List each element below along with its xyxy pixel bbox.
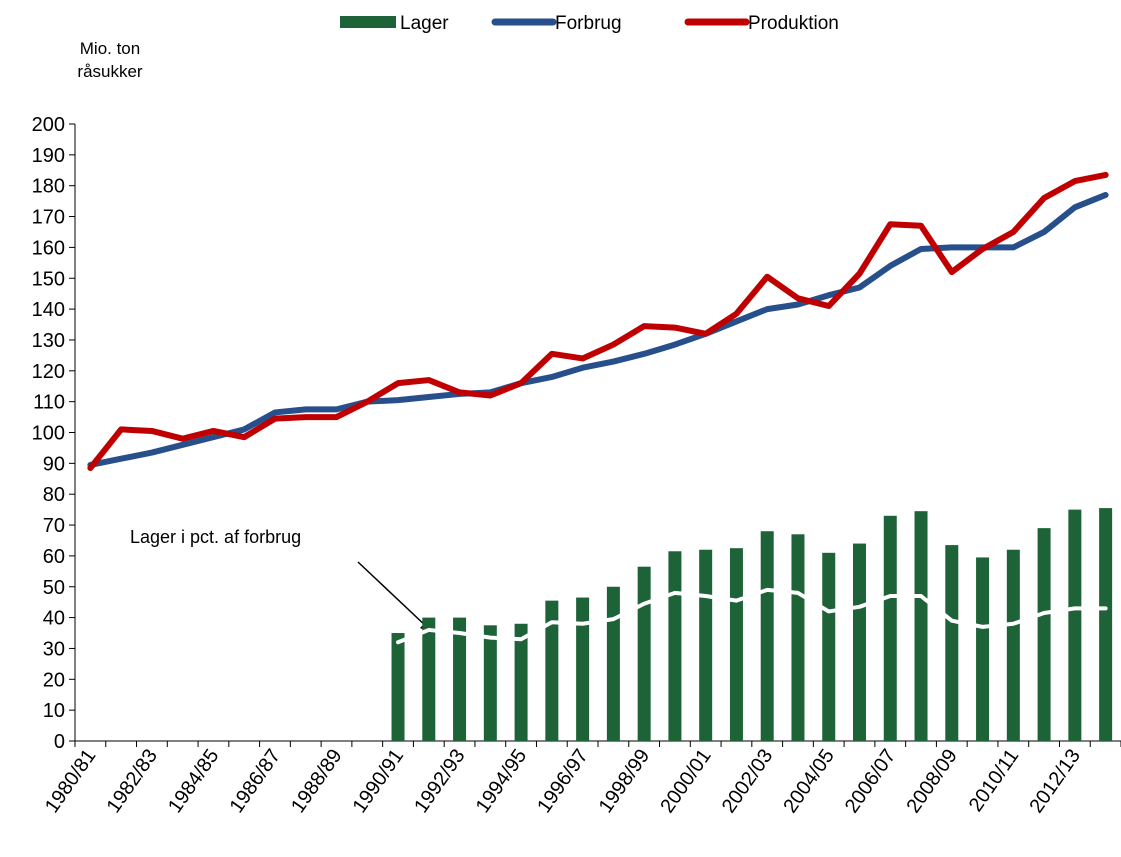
bar (576, 597, 590, 741)
y-tick-label: 40 (43, 608, 65, 630)
bar (729, 548, 743, 741)
x-tick-label: 2004/05 (779, 745, 838, 817)
y-tick-label: 190 (32, 145, 65, 167)
bar (1037, 528, 1051, 741)
legend-label: Produktion (748, 13, 839, 34)
bar (914, 511, 928, 741)
bar (391, 633, 405, 741)
y-axis-label: råsukker (77, 62, 143, 81)
y-tick-label: 10 (43, 700, 65, 722)
x-tick-label: 1998/99 (595, 745, 654, 817)
x-tick-label: 1990/91 (349, 745, 408, 817)
legend-label: Forbrug (555, 13, 622, 34)
bar (791, 534, 805, 741)
x-tick-label: 2006/07 (841, 745, 900, 817)
x-tick-label: 2008/09 (902, 745, 961, 817)
annotation-arrow (357, 561, 429, 629)
bar (822, 552, 836, 741)
y-tick-label: 120 (32, 361, 65, 383)
bar (853, 543, 866, 741)
y-tick-label: 30 (43, 638, 65, 660)
bar (1006, 549, 1020, 741)
line (87, 191, 1109, 468)
x-tick-label: 1986/87 (226, 745, 285, 817)
x-tick-label: 1980/81 (41, 745, 100, 817)
y-tick-label: 110 (33, 392, 65, 414)
bar (699, 549, 713, 741)
annotation: Lager i pct. af forbrug (130, 527, 301, 547)
y-tick-label: 180 (32, 176, 65, 198)
y-tick-label: 130 (32, 330, 65, 352)
bar (1099, 508, 1113, 741)
x-tick-label: 1994/95 (472, 745, 531, 817)
y-tick-label: 80 (43, 484, 65, 506)
x-tick-label: 1982/83 (103, 745, 162, 817)
bar (1068, 509, 1082, 741)
bar (453, 617, 467, 741)
bar (760, 531, 774, 741)
line (87, 171, 1109, 471)
x-tick-label: 1992/93 (410, 745, 469, 817)
y-tick-label: 200 (32, 114, 65, 136)
bar (883, 515, 897, 741)
line (396, 587, 1108, 645)
y-tick-label: 20 (43, 669, 65, 691)
x-tick-label: 1988/89 (287, 745, 346, 817)
y-tick-label: 150 (32, 268, 65, 290)
y-tick-label: 160 (32, 237, 65, 259)
bar (637, 566, 651, 741)
legend-swatch (340, 16, 396, 28)
x-tick-label: 2010/11 (965, 745, 1024, 816)
y-tick-label: 0 (54, 731, 65, 753)
y-tick-label: 170 (32, 207, 65, 229)
bar (545, 600, 559, 741)
legend-label: Lager (400, 13, 449, 34)
y-tick-label: 90 (43, 453, 65, 475)
y-tick-label: 60 (43, 546, 65, 568)
x-tick-label: 1984/85 (164, 745, 223, 817)
x-tick-label: 1996/97 (533, 745, 592, 817)
y-tick-label: 140 (32, 299, 65, 321)
y-tick-label: 100 (32, 423, 65, 445)
y-tick-label: 70 (43, 515, 65, 537)
x-tick-label: 2000/01 (656, 745, 715, 817)
bar (945, 545, 959, 741)
x-tick-label: 2002/03 (718, 745, 777, 817)
x-tick-label: 2012/13 (1025, 745, 1084, 817)
y-axis-label: Mio. ton (80, 39, 140, 58)
bar (668, 551, 682, 741)
y-tick-label: 50 (43, 577, 65, 599)
bar (514, 623, 528, 741)
bar (483, 625, 497, 741)
bar (606, 586, 620, 741)
bar (976, 557, 990, 741)
bar (422, 617, 436, 741)
